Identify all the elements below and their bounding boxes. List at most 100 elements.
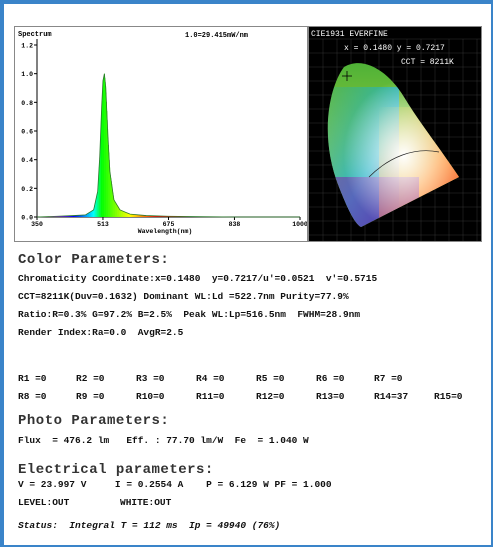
spectrum-fill-strip [97, 192, 98, 217]
spectrum-fill-strip [79, 215, 81, 217]
r-value: R1 =0 [18, 373, 47, 384]
spectrum-fill-strip [61, 216, 63, 217]
window-top-border [0, 0, 493, 4]
spectrum-fill-strip [92, 210, 93, 217]
spectrum-fill-strip [149, 215, 151, 217]
spectrum-fill-strip [77, 215, 78, 217]
spectrum-fill-strip [143, 215, 145, 217]
spectrum-fill-strip [136, 214, 138, 217]
spectrum-fill-strip [143, 215, 145, 217]
spectrum-fill-strip [83, 214, 84, 217]
planckian-locus [368, 150, 440, 178]
spectrum-fill-strip [91, 210, 93, 217]
spectrum-fill-strip [98, 167, 100, 217]
spectrum-fill-strip [94, 207, 95, 217]
spectrum-fill-strip [111, 186, 113, 217]
spectrum-fill-strip [92, 210, 94, 217]
spectrum-fill-strip [106, 120, 108, 217]
spectrum-fill-strip [110, 175, 111, 217]
spectrum-fill-strip [145, 215, 147, 217]
spectrum-fill-strip [65, 215, 67, 217]
spectrum-fill-strip [62, 216, 63, 217]
white-label: WHITE:OUT [120, 497, 172, 508]
spectrum-fill-strip [119, 208, 120, 217]
spectrum-fill-strip [130, 214, 132, 217]
spectrum-fill-strip [142, 215, 144, 217]
spectrum-fill-strip [115, 202, 116, 217]
spectrum-fill-strip [162, 216, 163, 217]
r-value: R14=37 [374, 391, 409, 402]
spectrum-fill-strip [127, 213, 128, 217]
spectrum-fill-strip [149, 215, 151, 217]
spectrum-fill-strip [152, 215, 154, 217]
electrical-params-title: Electrical parameters: [18, 462, 214, 478]
spectrum-fill-strip [67, 215, 69, 217]
spectrum-fill-strip [136, 214, 137, 217]
spectrum-fill-strip [124, 211, 126, 217]
spectrum-fill-strip [86, 213, 88, 217]
spectrum-fill-strip [90, 211, 92, 217]
spectrum-fill-strip [78, 215, 80, 217]
spectrum-fill-strip [85, 214, 86, 217]
spectrum-fill-strip [64, 215, 65, 217]
spectrum-fill-strip [128, 213, 130, 217]
spectrum-fill-strip [138, 214, 140, 217]
cie-cct-readout: CCT = 8211K [401, 58, 454, 67]
spectrum-fill-strip [116, 204, 118, 217]
spectrum-fill-strip [122, 210, 124, 217]
spectrum-fill-strip [95, 201, 96, 217]
spectrum-fill-strip [163, 216, 164, 217]
spectrum-y-tick-label: 1.0 [21, 71, 33, 78]
spectrum-fill-strip [138, 214, 139, 217]
spectrum-fill-strip [69, 215, 71, 217]
spectrum-fill-strip [94, 205, 96, 217]
spectrum-fill-strip [159, 215, 160, 217]
spectrum-fill-strip [113, 195, 114, 217]
spectrum-fill-strip [164, 216, 165, 217]
spectrum-fill-strip [116, 204, 118, 217]
spectrum-fill-strip [124, 211, 126, 217]
spectrum-fill-strip [85, 214, 87, 217]
spectrum-fill-strip [122, 211, 124, 217]
spectrum-fill-strip [99, 151, 101, 217]
spectrum-fill-strip [68, 215, 69, 217]
spectrum-fill-strip [73, 215, 75, 217]
spectrum-fill-strip [163, 216, 165, 217]
window-bottom-border [0, 545, 493, 547]
spectrum-fill-strip [81, 215, 82, 217]
spectrum-fill-strip [117, 205, 118, 217]
spectrum-fill-strip [88, 212, 90, 217]
spectrum-fill-strip [147, 215, 148, 217]
spectrum-x-tick-label: 838 [229, 221, 241, 228]
spectrum-fill-strip [81, 215, 83, 217]
r-value: R12=0 [256, 391, 285, 402]
spectrum-fill-strip [120, 210, 122, 217]
spectrum-fill-strip [96, 197, 97, 217]
r-value: R10=0 [136, 391, 165, 402]
spectrum-fill-strip [66, 215, 67, 217]
spectrum-fill-strip [158, 215, 160, 217]
spectrum-fill-strip [79, 215, 81, 217]
spectrum-fill-strip [107, 137, 109, 217]
spectrum-fill-strip [133, 214, 135, 217]
spectrum-fill-strip [62, 216, 64, 217]
spectrum-fill-strip [147, 215, 149, 217]
spectrum-fill-strip [157, 215, 159, 217]
spectrum-y-tick-label: 1.2 [21, 43, 33, 50]
spectrum-fill-strip [90, 211, 91, 217]
spectrum-fill-strip [165, 216, 166, 217]
spectrum-fill-strip [121, 210, 123, 217]
spectrum-fill-strip [109, 172, 111, 217]
spectrum-fill-strip [111, 181, 112, 217]
spectrum-fill-strip [105, 92, 107, 217]
spectrum-fill-strip [103, 77, 105, 217]
spectrum-fill-strip [70, 215, 72, 217]
spectrum-fill-strip [145, 215, 146, 217]
spectrum-series-line [36, 73, 300, 218]
spectrum-fill-strip [151, 215, 153, 217]
ratio-line: Ratio:R=0.3% G=97.2% B=2.5% Peak WL:Lp=5… [18, 309, 361, 320]
spectrum-fill-strip [117, 206, 119, 217]
render-index-line: Render Index:Ra=0.0 AvgR=2.5 [18, 327, 184, 338]
spectrum-fill-strip [87, 213, 88, 217]
r-value: R2 =0 [76, 373, 105, 384]
